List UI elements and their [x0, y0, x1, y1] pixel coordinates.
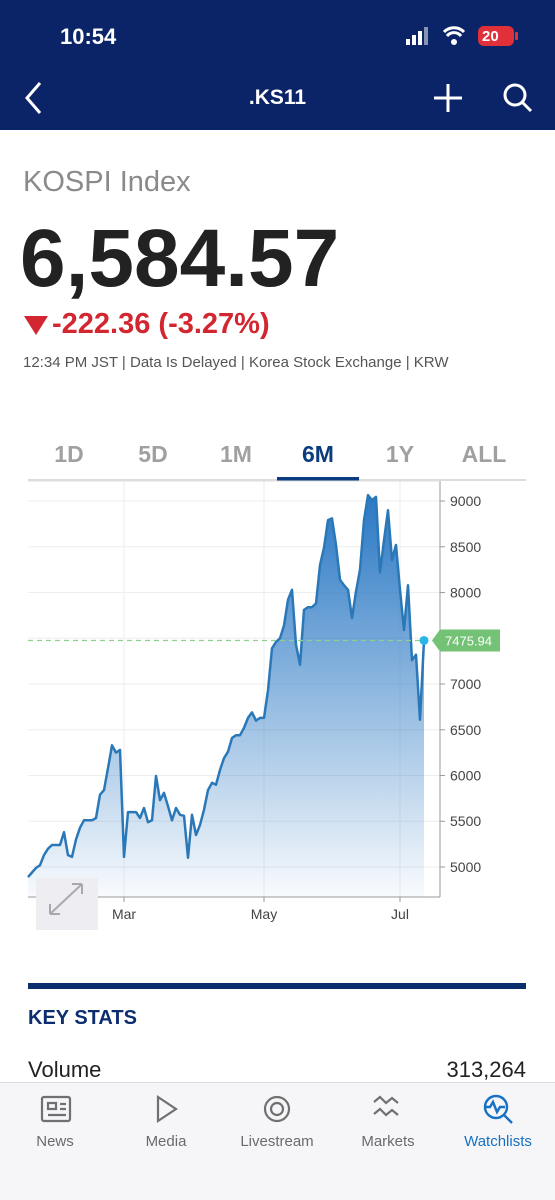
tab-bar-item[interactable]: News [36, 1133, 74, 1150]
reference-tag [432, 629, 500, 652]
range-tab[interactable]: 6M [302, 441, 334, 467]
range-tab[interactable]: ALL [461, 441, 507, 467]
quote-meta: 12:34 PM JST | Data Is Delayed | Korea S… [23, 354, 449, 371]
price: 6,584.57 [20, 213, 340, 304]
range-tab[interactable]: 1Y [385, 441, 415, 467]
y-tick-label: 6500 [450, 722, 481, 738]
section-rule [28, 983, 526, 989]
stat-value: 313,264 [446, 1057, 526, 1082]
tab-bar-item[interactable]: Markets [361, 1133, 415, 1150]
area-fill [28, 495, 424, 897]
tab-bar-item[interactable]: Media [145, 1133, 187, 1150]
add-button[interactable] [432, 82, 464, 114]
x-tick-label: May [251, 906, 277, 922]
back-button[interactable] [20, 80, 50, 116]
price-line [27, 493, 426, 878]
status-icons [406, 26, 518, 46]
range-tab[interactable]: 5D [138, 441, 168, 467]
price-change: -222.36 (-3.27%) [52, 308, 270, 340]
y-tick-label: 8500 [450, 539, 481, 555]
expand-icon [49, 883, 83, 915]
reference-label: 7475.94 [445, 633, 492, 648]
search-button[interactable] [502, 82, 534, 114]
header-bar: 10:54 20 .KS11 [0, 0, 555, 130]
section-title: KEY STATS [28, 1007, 137, 1029]
clock: 10:54 [60, 24, 117, 49]
battery-level: 20 [482, 28, 499, 45]
y-tick-label: 9000 [450, 493, 481, 509]
last-point [419, 635, 429, 645]
index-name: KOSPI Index [23, 166, 191, 198]
tab-icons [40, 1094, 513, 1124]
x-tick-label: Jul [391, 906, 409, 922]
x-tick-label: Mar [112, 906, 136, 922]
y-tick-label: 6000 [450, 768, 481, 784]
symbol-title: .KS11 [248, 86, 307, 109]
tab-bar-item[interactable]: Livestream [240, 1133, 314, 1150]
y-tick-label: 5500 [450, 813, 481, 829]
chart: 500055006000650070007500800085009000MarM… [27, 480, 500, 930]
tab-bar [0, 1082, 555, 1200]
expand-button[interactable] [36, 878, 98, 930]
active-tab-underline [277, 477, 359, 481]
tab-bar-item[interactable]: Watchlists [464, 1133, 532, 1150]
y-tick-label: 8000 [450, 585, 481, 601]
down-arrow [24, 316, 48, 335]
y-tick-label: 5000 [450, 859, 481, 875]
stat-label: Volume [28, 1057, 102, 1082]
range-tab[interactable]: 1M [220, 441, 252, 467]
range-tab[interactable]: 1D [54, 441, 84, 467]
y-tick-label: 7000 [450, 676, 481, 692]
